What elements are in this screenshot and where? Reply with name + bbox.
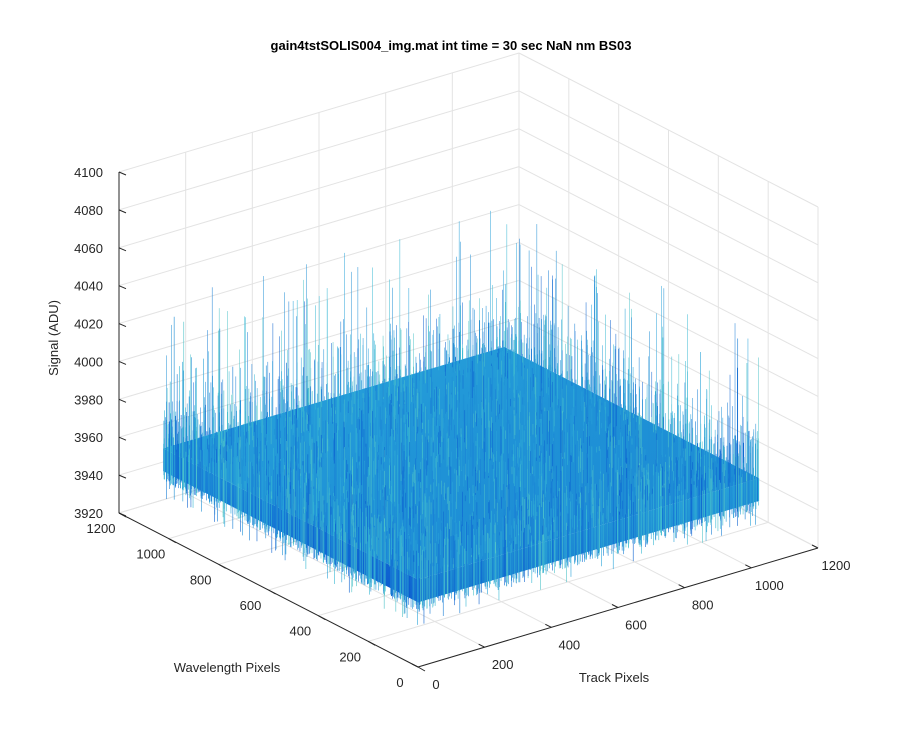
x-tick-mark — [811, 544, 819, 549]
y-tick-mark — [417, 666, 426, 672]
x-tick-label: 0 — [432, 677, 439, 692]
y-tick-mark — [218, 563, 226, 569]
wall-grid-z — [118, 166, 520, 287]
wall-grid-z2 — [518, 90, 819, 246]
z-tick-label: 3920 — [74, 506, 103, 521]
z-tick-label: 4060 — [74, 241, 103, 256]
y-tick-label: 600 — [240, 598, 262, 613]
z-tick-mark — [118, 323, 127, 328]
x-tick-mark — [545, 623, 552, 628]
z-tick-mark — [118, 247, 127, 252]
y-tick-mark — [367, 640, 376, 646]
z-tick-label: 3980 — [74, 392, 103, 407]
x-tick-label: 1200 — [822, 558, 851, 573]
z-tick-label: 3940 — [74, 468, 103, 483]
floor-grid-y — [368, 521, 769, 642]
y-tick-label: 0 — [396, 675, 403, 690]
z-tick-mark — [118, 398, 127, 403]
x-tick-mark — [411, 663, 419, 668]
wall-grid-z — [118, 90, 520, 211]
x-tick-label: 200 — [492, 657, 514, 672]
y-tick-label: 1000 — [136, 547, 165, 562]
z-axis-label: Signal (ADU) — [46, 300, 61, 376]
axes-lines — [118, 171, 819, 672]
y-tick-label: 200 — [339, 649, 361, 664]
z-tick-mark — [118, 512, 127, 517]
y-tick-label: 400 — [289, 624, 311, 639]
tick-labels: 0 200 400 600 800 1000 1200 0 200 400 600 800 1000 12… — [74, 165, 850, 692]
wall-grid-z2 — [518, 52, 819, 208]
y-tick-mark — [318, 615, 326, 621]
z-tick-label: 4080 — [74, 203, 103, 218]
wall-grid-z2 — [518, 241, 819, 397]
z-tick-label: 4040 — [74, 279, 103, 294]
z-tick-mark — [118, 285, 127, 290]
x-tick-label: 800 — [692, 598, 714, 613]
x-tick-label: 600 — [625, 618, 647, 633]
x-tick-mark — [678, 584, 685, 589]
wall-grid-z2 — [518, 279, 819, 435]
wall-grid-z2 — [518, 128, 819, 284]
z-tick-mark — [118, 436, 127, 441]
wall-grid-z2 — [518, 166, 819, 322]
x-tick-mark — [611, 604, 619, 608]
y-axis-label: Wavelength Pixels — [174, 660, 281, 675]
z-tick-label: 3960 — [74, 430, 103, 445]
y-tick-label: 1200 — [87, 521, 116, 536]
signal-surface — [163, 210, 760, 625]
y-tick-label: 800 — [190, 572, 212, 587]
z-tick-label: 4020 — [74, 317, 103, 332]
wall-grid-z — [118, 128, 520, 249]
z-tick-label: 4100 — [74, 165, 103, 180]
z-tick-mark — [118, 360, 127, 365]
y-tick-mark — [168, 538, 177, 544]
chart-title: gain4tstSOLIS004_img.mat int time = 30 s… — [271, 38, 632, 53]
y-tick-mark — [268, 589, 276, 595]
z-tick-mark — [118, 209, 127, 214]
x-tick-label: 1000 — [755, 578, 784, 593]
x-tick-label: 400 — [558, 637, 580, 652]
x-tick-mark — [478, 643, 485, 648]
x-axis-label: Track Pixels — [579, 670, 650, 685]
z-tick-mark — [118, 171, 127, 176]
z-tick-mark — [118, 474, 127, 479]
wall-grid-z — [118, 52, 520, 173]
wall-grid-z2 — [518, 204, 819, 360]
z-tick-label: 4000 — [74, 354, 103, 369]
x-tick-mark — [745, 564, 752, 569]
wall-grid-z — [118, 204, 520, 325]
